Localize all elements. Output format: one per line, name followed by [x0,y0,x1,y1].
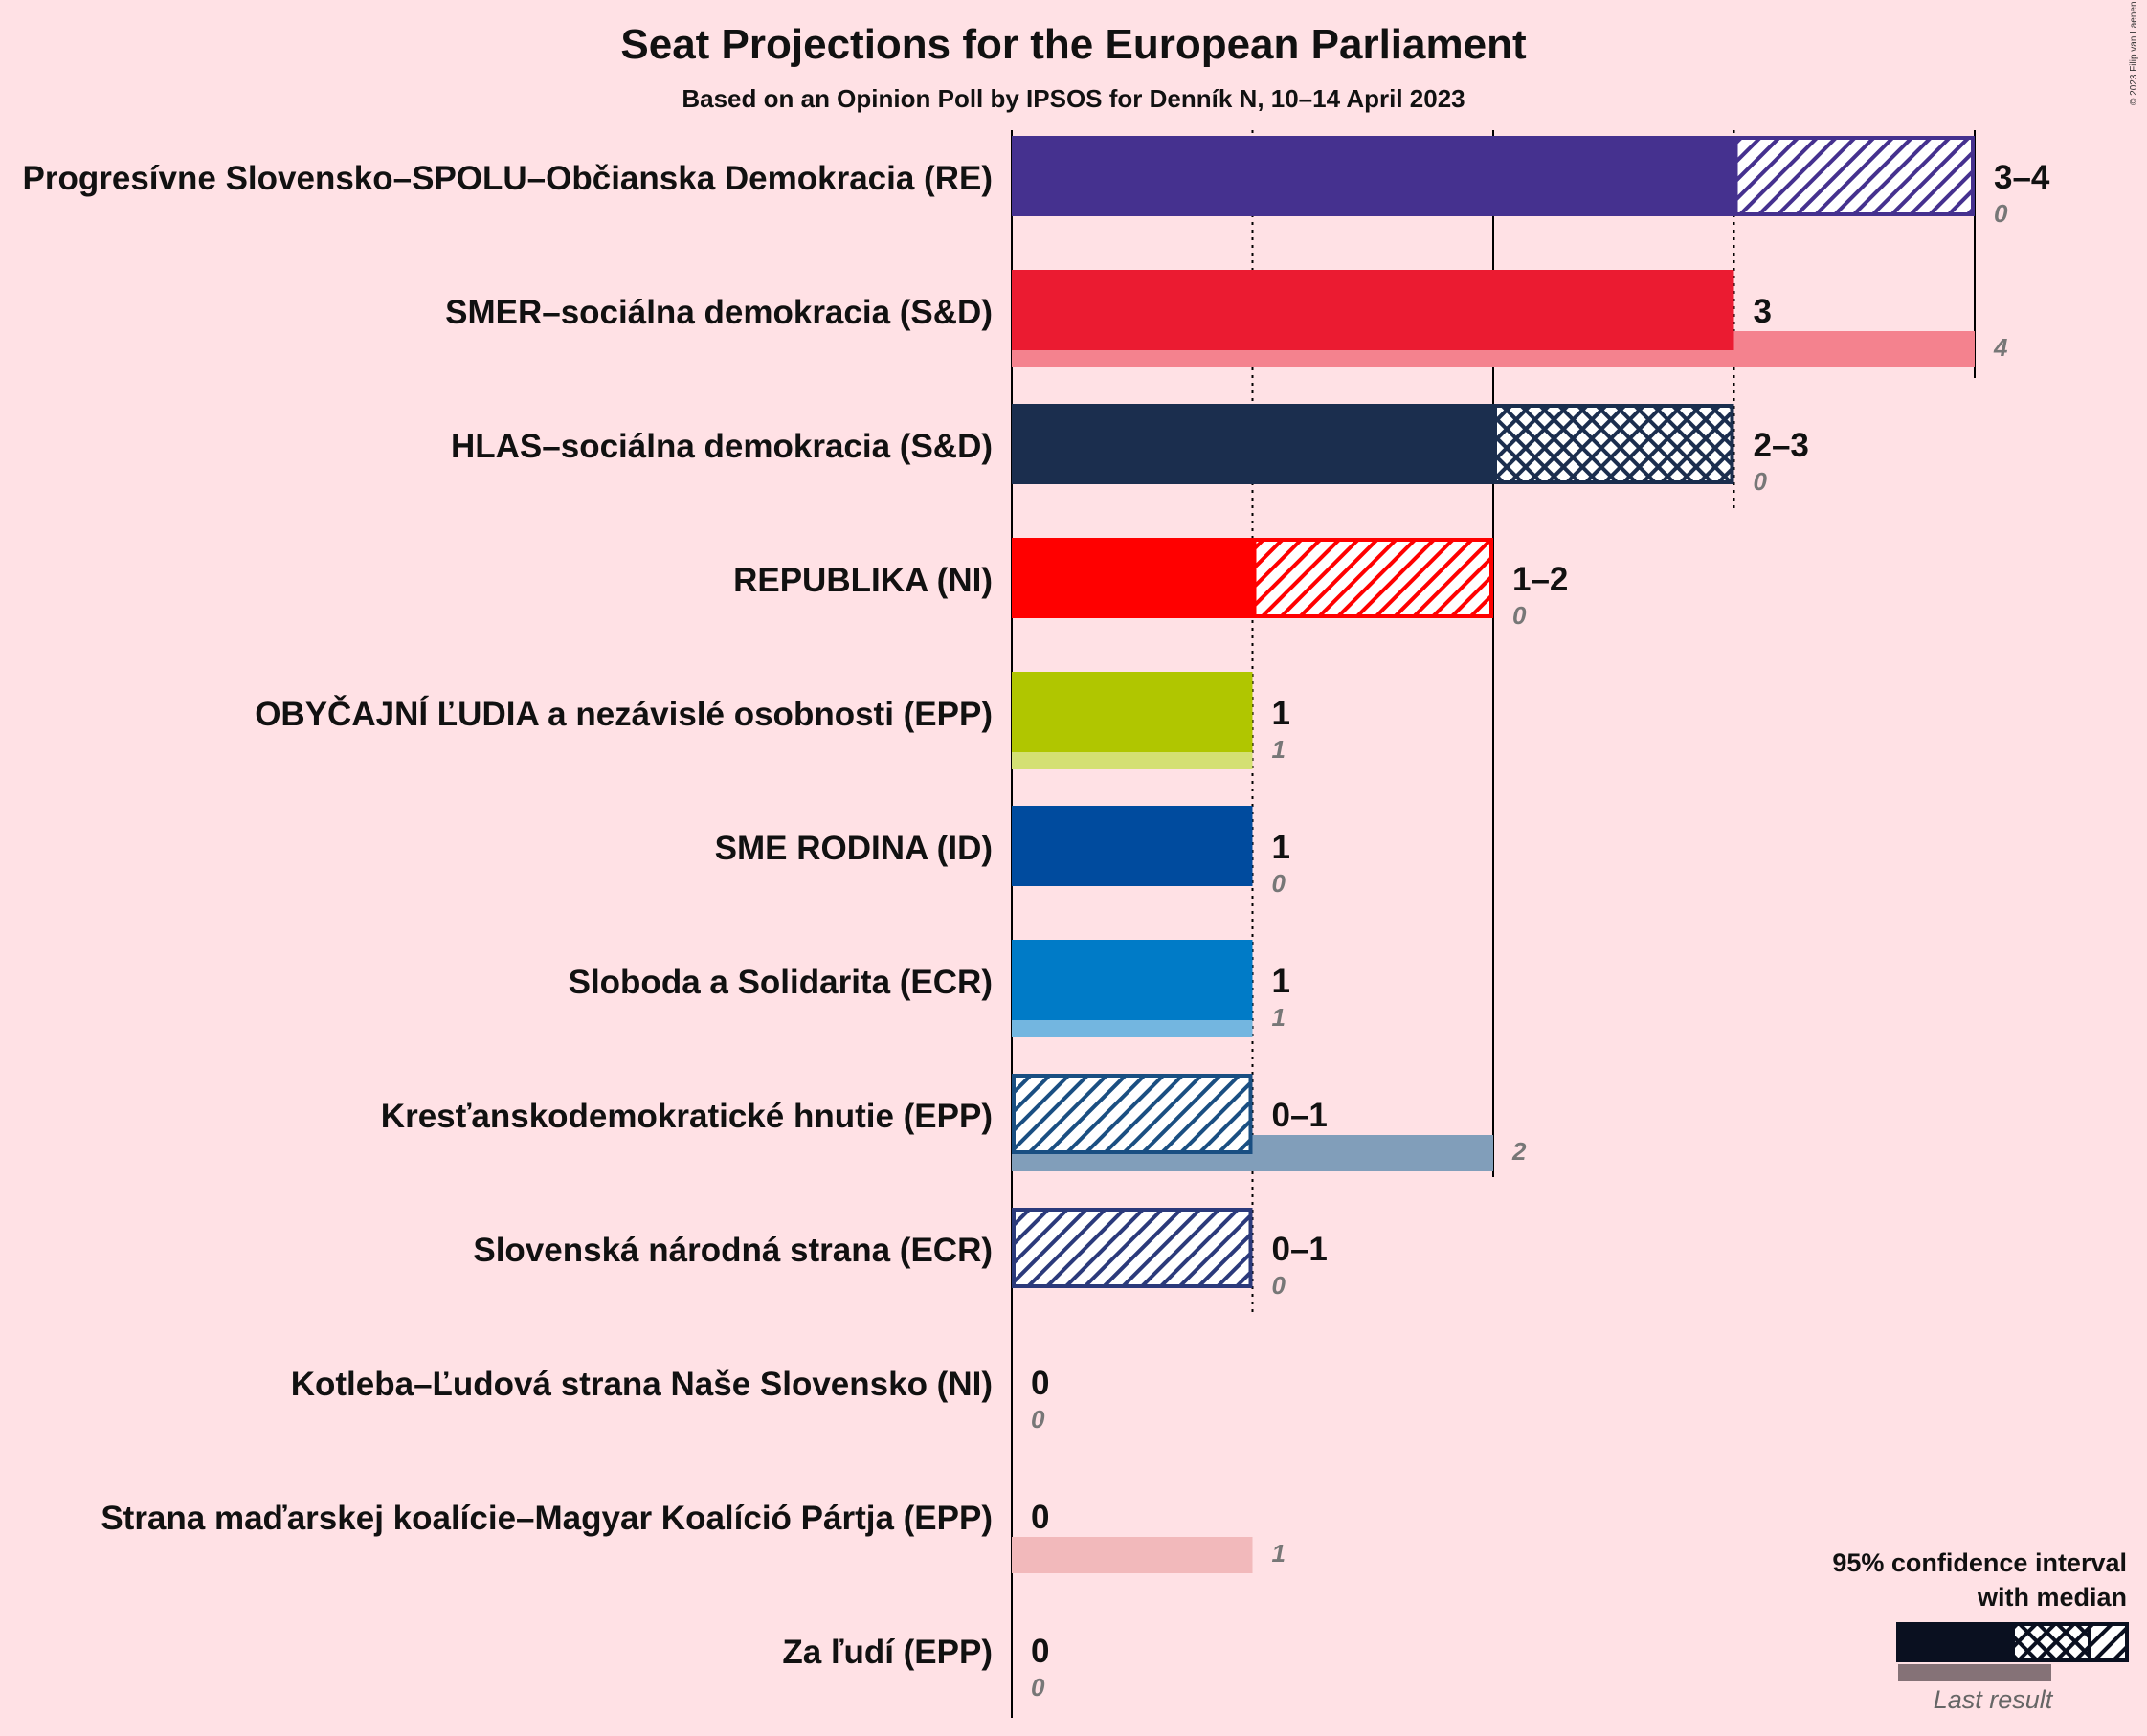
party-row: Sloboda a Solidarita (ECR) 1 1 [569,940,1290,1037]
legend-solid-swatch [1896,1622,2013,1662]
range-label: 1 [1272,695,1290,732]
party-row: Slovenská národná strana (ECR) 0–1 0 [473,1208,1328,1300]
range-label: 3 [1754,293,1772,330]
party-row: Za ľudí (EPP) 0 0 [782,1633,1049,1702]
party-label: OBYČAJNÍ ĽUDIA a nezávislé osobnosti (EP… [255,695,993,733]
range-label: 3–4 [1994,159,2050,196]
last-result-label: 0 [1272,1271,1286,1300]
median-bar [1012,270,1734,350]
median-bar [1012,806,1253,886]
range-label: 0 [1031,1499,1049,1536]
party-row: Kresťanskodemokratické hnutie (EPP) 0–1 2 [381,1074,1527,1171]
party-label: HLAS–sociálna demokracia (S&D) [451,428,993,465]
party-label: SMER–sociálna demokracia (S&D) [445,294,993,331]
party-row: Progresívne Slovensko–SPOLU–Občianska De… [23,136,2050,228]
party-row: HLAS–sociálna demokracia (S&D) 2–3 0 [451,404,1809,496]
legend-title-line2: with median [1977,1583,2127,1612]
last-result-label: 1 [1272,1003,1286,1032]
median-bar [1012,538,1253,618]
range-label: 0–1 [1272,1231,1328,1268]
last-result-label: 1 [1272,735,1286,764]
range-label: 1–2 [1512,561,1568,598]
range-label: 0 [1031,1365,1049,1402]
legend-title-line1: 95% confidence interval [1832,1548,2127,1577]
party-label: Strana maďarskej koalície–Magyar Koalíci… [101,1500,993,1537]
party-row: Kotleba–Ľudová strana Naše Slovensko (NI… [291,1365,1050,1434]
party-row: OBYČAJNÍ ĽUDIA a nezávislé osobnosti (EP… [255,672,1290,769]
party-label: SME RODINA (ID) [715,830,993,867]
range-label: 1 [1272,829,1290,866]
last-result-label: 0 [1031,1673,1045,1702]
chart-title: Seat Projections for the European Parlia… [620,21,1527,68]
ci-upper-bar [1252,538,1493,618]
last-result-label: 1 [1272,1539,1286,1568]
legend-hatch-swatch [2088,1622,2129,1662]
party-row: Strana maďarskej koalície–Magyar Koalíci… [101,1499,1286,1573]
ci-upper-bar [1012,1208,1253,1288]
last-result-label: 0 [1994,199,2008,228]
party-label: Kotleba–Ľudová strana Naše Slovensko (NI… [291,1366,993,1403]
ci-upper-bar [1733,136,1975,216]
range-label: 0 [1031,1633,1049,1670]
legend: 95% confidence interval with median Last… [1832,1548,2129,1714]
last-result-label: 2 [1511,1137,1527,1166]
last-result-label: 0 [1512,601,1527,630]
party-label: Progresívne Slovensko–SPOLU–Občianska De… [23,160,993,197]
median-bar [1012,940,1253,1020]
median-bar [1012,672,1253,752]
range-label: 1 [1272,963,1290,1000]
legend-last-result-label: Last result [1934,1685,2054,1714]
ci-upper-bar [1012,1074,1253,1154]
last-result-label: 0 [1754,467,1768,496]
range-label: 2–3 [1754,427,1809,464]
grid-layer [1011,130,1976,1718]
median-bar [1012,136,1734,216]
party-label: Slovenská národná strana (ECR) [473,1232,993,1269]
last-result-label: 0 [1031,1405,1045,1434]
legend-last-result-swatch [1898,1664,2051,1681]
range-label: 0–1 [1272,1097,1328,1134]
party-row: SME RODINA (ID) 1 0 [715,806,1290,898]
party-label: REPUBLIKA (NI) [733,562,993,599]
last-result-label: 4 [1993,333,2008,362]
party-row: REPUBLIKA (NI) 1–2 0 [733,538,1568,630]
party-row: SMER–sociálna demokracia (S&D) 3 4 [445,270,2008,367]
last-result-bar [1012,1537,1253,1573]
last-result-label: 0 [1272,869,1286,898]
ci-lower-bar [1493,404,1734,484]
party-label: Kresťanskodemokratické hnutie (EPP) [381,1098,993,1135]
party-label: Sloboda a Solidarita (ECR) [569,964,993,1001]
bars-layer: Progresívne Slovensko–SPOLU–Občianska De… [23,136,2050,1702]
chart-subtitle: Based on an Opinion Poll by IPSOS for De… [682,84,1465,113]
median-bar [1012,404,1493,484]
legend-crosshatch-swatch [2011,1622,2091,1662]
party-label: Za ľudí (EPP) [782,1634,993,1671]
